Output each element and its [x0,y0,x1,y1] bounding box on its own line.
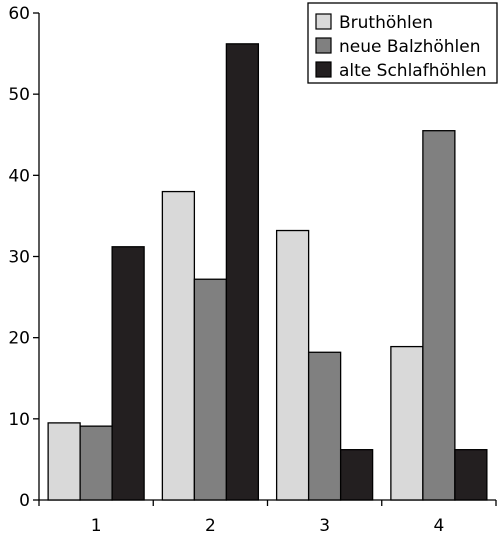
bar [47,422,81,501]
bar [275,229,310,501]
legend: Bruthöhlen neue Balzhöhlen alte Schlafhöhl… [307,2,498,84]
y-tick-label: 60 [8,4,30,24]
bar [161,190,196,501]
y-tick-label: 0 [19,491,30,511]
y-tick-label: 10 [8,410,30,430]
legend-swatch [315,13,332,30]
y-tick-label: 50 [8,85,30,105]
y-tick-label: 30 [8,248,30,268]
legend-box [307,2,498,84]
x-tick-label: 2 [205,516,216,535]
y-tick-label: 40 [8,166,30,186]
y-axis: 0 10 20 30 40 50 60 [8,4,40,511]
x-tick-label: 3 [319,516,330,535]
bar [79,425,113,501]
legend-label: Bruthöhlen [339,13,433,33]
x-axis: 1 2 3 4 [38,499,497,535]
y-tick-label: 20 [8,329,30,349]
legend-swatch [315,37,332,54]
bar [225,43,260,501]
legend-swatch [315,61,332,78]
bar [454,449,488,501]
bar [422,130,456,501]
bars [47,43,488,501]
legend-label: alte Schlafhöhlen [339,61,487,81]
bar [390,345,424,501]
bar [307,351,342,501]
bar [339,449,374,501]
x-tick-label: 1 [91,516,102,535]
x-tick-label: 4 [433,516,444,535]
bar [193,278,228,501]
bar [111,246,145,501]
legend-label: neue Balzhöhlen [339,37,481,57]
